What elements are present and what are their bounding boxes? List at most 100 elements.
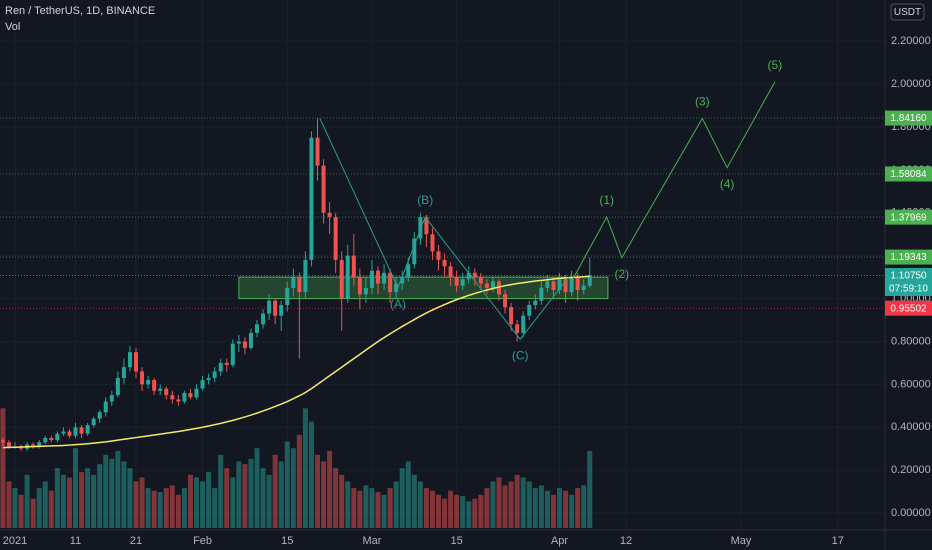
candle-body bbox=[369, 270, 374, 288]
volume-bar bbox=[399, 468, 405, 528]
price-label: 0.95502 bbox=[890, 303, 927, 314]
volume-bar bbox=[460, 496, 466, 528]
candle-body bbox=[146, 380, 151, 385]
volume-bar bbox=[490, 481, 496, 528]
volume-bar bbox=[587, 450, 593, 528]
wave-label: (A) bbox=[390, 297, 406, 311]
volume-bar bbox=[151, 490, 157, 528]
candle-body bbox=[442, 259, 447, 267]
candle-body bbox=[388, 272, 393, 293]
candle-body bbox=[134, 352, 139, 372]
candle-body bbox=[273, 300, 278, 316]
candle-body bbox=[400, 277, 405, 284]
candle-body bbox=[67, 431, 72, 436]
candle-body bbox=[309, 137, 314, 260]
volume-bar bbox=[417, 481, 423, 528]
candle-body bbox=[176, 399, 181, 402]
volume-bar bbox=[557, 488, 563, 528]
volume-bar bbox=[442, 498, 448, 528]
volume-bar bbox=[121, 461, 127, 528]
y-tick-label: 0.20000 bbox=[891, 464, 931, 476]
volume-bar bbox=[24, 474, 30, 528]
volume-bar bbox=[200, 481, 206, 528]
volume-bar bbox=[351, 488, 357, 528]
volume-bar bbox=[236, 461, 242, 528]
volume-bar bbox=[381, 494, 387, 528]
candle-body bbox=[503, 294, 508, 308]
candle-body bbox=[224, 362, 229, 366]
candle-body bbox=[484, 283, 489, 288]
currency-box[interactable] bbox=[890, 3, 925, 21]
volume-bar bbox=[242, 464, 248, 528]
candle-body bbox=[545, 281, 550, 288]
candle-body bbox=[140, 371, 145, 385]
volume-bar bbox=[454, 494, 460, 528]
candle-body bbox=[55, 433, 60, 441]
volume-bar bbox=[448, 490, 454, 528]
candle-body bbox=[539, 287, 544, 301]
candle-body bbox=[460, 279, 465, 286]
volume-bar bbox=[139, 477, 145, 528]
candle-body bbox=[218, 362, 223, 372]
volume-bar bbox=[175, 494, 181, 528]
x-tick-label: 15 bbox=[281, 535, 293, 547]
volume-bar bbox=[575, 488, 581, 528]
volume-bar bbox=[230, 477, 236, 528]
candle-body bbox=[394, 283, 399, 293]
volume-bar bbox=[218, 454, 224, 528]
volume-bar bbox=[224, 468, 230, 528]
volume-bar bbox=[187, 474, 193, 528]
candle-body bbox=[418, 217, 423, 239]
x-tick-label: May bbox=[731, 535, 752, 547]
candle-body bbox=[267, 300, 272, 314]
candle-body bbox=[236, 341, 241, 344]
candle-body bbox=[115, 377, 120, 396]
volume-bar bbox=[278, 461, 284, 528]
volume-bar bbox=[436, 494, 442, 528]
price-label: 1.84160 bbox=[890, 113, 927, 124]
candle-body bbox=[303, 259, 308, 293]
candle-body bbox=[527, 305, 532, 316]
volume-bar bbox=[423, 488, 429, 528]
volume-bar bbox=[363, 485, 369, 528]
candle-body bbox=[109, 395, 114, 402]
candle-body bbox=[297, 277, 302, 293]
candle-body bbox=[85, 425, 90, 434]
volume-bar bbox=[181, 488, 187, 528]
volume-bar bbox=[581, 485, 587, 528]
candle-body bbox=[61, 431, 66, 434]
volume-bar bbox=[60, 474, 66, 528]
wave-label: (2) bbox=[614, 267, 629, 281]
volume-bar bbox=[194, 477, 200, 528]
price-label: 1.37969 bbox=[890, 212, 927, 223]
volume-bar bbox=[478, 494, 484, 528]
candle-body bbox=[406, 264, 411, 278]
candle-body bbox=[424, 217, 429, 235]
volume-bar bbox=[79, 472, 85, 528]
volume-bar bbox=[502, 485, 508, 528]
volume-bar bbox=[145, 488, 151, 528]
volume-bar bbox=[315, 454, 321, 528]
volume-bar bbox=[133, 481, 139, 528]
candle-body bbox=[194, 388, 199, 398]
candle-body bbox=[6, 442, 11, 447]
volume-bar bbox=[163, 488, 169, 528]
wave-label: (C) bbox=[512, 348, 529, 362]
candle-body bbox=[321, 165, 326, 213]
volume-bar bbox=[42, 481, 48, 528]
candle-body bbox=[363, 287, 368, 295]
candle-body bbox=[285, 287, 290, 306]
candle-body bbox=[158, 388, 163, 391]
candle-body bbox=[327, 212, 332, 218]
wave-label: (5) bbox=[768, 58, 783, 72]
currency[interactable]: USDT bbox=[894, 7, 921, 18]
volume-bar bbox=[109, 458, 115, 528]
candle-body bbox=[472, 272, 477, 278]
candle-body bbox=[200, 380, 205, 389]
volume-bar bbox=[538, 485, 544, 528]
volume-bar bbox=[85, 468, 91, 528]
candle-body bbox=[242, 341, 247, 348]
x-tick-label: 17 bbox=[832, 535, 844, 547]
candle-body bbox=[43, 437, 48, 443]
